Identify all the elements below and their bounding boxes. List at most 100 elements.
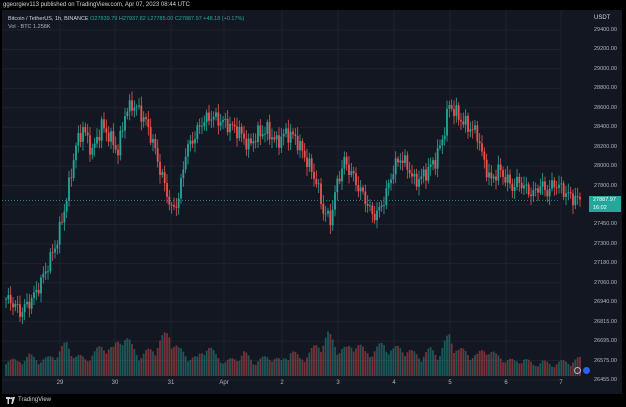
volume-bar xyxy=(156,347,159,376)
volume-bar xyxy=(485,354,488,376)
candle-body xyxy=(201,126,203,128)
volume-bar xyxy=(371,356,374,376)
volume-bar xyxy=(378,343,381,376)
candle-body xyxy=(119,130,122,156)
symbol-label[interactable]: Bitcoin / TetherUS, 1h, BINANCE xyxy=(8,16,89,22)
candle-body xyxy=(450,105,453,109)
candle-body xyxy=(236,126,238,139)
volume-bar xyxy=(254,364,257,376)
candlestick-chart[interactable] xyxy=(2,10,622,394)
candle-body xyxy=(464,115,467,125)
candle-body xyxy=(392,174,395,180)
volume-bar xyxy=(301,359,304,376)
volume-bar xyxy=(399,348,402,376)
volume-bar xyxy=(317,347,320,376)
volume-bar xyxy=(511,358,514,376)
candle-body xyxy=(560,183,563,185)
volume-bar xyxy=(47,356,49,376)
candle-body xyxy=(551,180,553,189)
volume-bar xyxy=(443,340,446,376)
candle-body xyxy=(49,252,52,272)
volume-bar xyxy=(133,348,136,376)
volume-bar xyxy=(173,346,175,376)
candle-body xyxy=(513,186,516,191)
volume-bar xyxy=(63,342,66,376)
candle-body xyxy=(399,160,402,163)
settings-icon[interactable] xyxy=(574,367,581,374)
volume-bar xyxy=(247,355,250,376)
volume-bar xyxy=(308,352,311,376)
volume-bar xyxy=(86,361,89,376)
volume-bar xyxy=(576,357,579,376)
volume-bar xyxy=(527,359,530,376)
candle-body xyxy=(243,133,245,139)
volume-bar xyxy=(275,357,278,376)
candle-body xyxy=(369,205,371,207)
volume-bar xyxy=(408,350,411,376)
volume-bar xyxy=(278,358,280,376)
volume-bar xyxy=(180,348,182,376)
candle-body xyxy=(23,304,26,313)
price-axis[interactable]: USDT 29400.00 29200.00 29000.00 28800.00 286… xyxy=(562,10,622,394)
price-tick: 28400.00 xyxy=(594,124,617,131)
volume-bar xyxy=(56,357,59,376)
volume-bar xyxy=(329,333,332,376)
volume-bar xyxy=(98,346,101,376)
volume-bar xyxy=(366,353,369,376)
volume-bar xyxy=(513,360,516,376)
candle-body xyxy=(145,117,147,120)
candle-body xyxy=(285,128,287,134)
volume-bar xyxy=(23,360,26,376)
candle-body xyxy=(219,122,222,126)
volume-bar xyxy=(166,333,168,376)
candle-body xyxy=(19,304,21,317)
candle-body xyxy=(184,156,187,170)
candle-body xyxy=(376,210,378,221)
volume-label: Vol · BTC 1.258K xyxy=(8,24,51,30)
bar-countdown: 16:02 xyxy=(593,205,607,212)
volume-bar xyxy=(245,352,248,376)
volume-bar xyxy=(548,363,551,376)
volume-bar xyxy=(177,347,180,376)
candle-body xyxy=(474,125,476,130)
candle-body xyxy=(61,221,63,223)
brand-label: TradingView xyxy=(18,397,52,403)
candle-body xyxy=(135,106,138,108)
volume-bar xyxy=(336,354,339,376)
auto-scale-icon[interactable] xyxy=(583,367,590,374)
candle-body xyxy=(495,176,497,181)
candle-body xyxy=(511,183,514,191)
candle-body xyxy=(462,121,465,125)
volume-bar xyxy=(390,350,392,376)
candle-body xyxy=(68,177,70,201)
candle-body xyxy=(338,178,341,182)
volume-bar xyxy=(103,350,105,376)
candle-body xyxy=(191,140,194,144)
candle-body xyxy=(72,160,75,179)
candle-body xyxy=(147,119,150,128)
candle-body xyxy=(425,169,427,181)
volume-bar xyxy=(334,346,336,376)
candle-body xyxy=(26,301,28,305)
volume-bar xyxy=(240,355,243,376)
candle-body xyxy=(322,203,325,214)
volume-bar xyxy=(243,351,245,376)
volume-bar xyxy=(352,351,355,376)
volume-bar xyxy=(222,363,224,376)
candle-body xyxy=(541,181,544,187)
volume-bar xyxy=(434,354,437,376)
volume-bar xyxy=(567,363,570,376)
chart-pane[interactable]: Bitcoin / TetherUS, 1h, BINANCE O27839.7… xyxy=(2,10,622,394)
candle-body xyxy=(427,167,430,181)
volume-bar xyxy=(184,356,187,376)
volume-bar xyxy=(161,335,164,376)
publish-header: ggeorgiev113 published on TradingView.co… xyxy=(3,2,190,8)
candle-body xyxy=(534,188,537,191)
volume-bar xyxy=(82,356,84,376)
candle-body xyxy=(9,295,12,304)
volume-bar xyxy=(96,347,98,376)
volume-bar xyxy=(261,356,264,376)
price-tick: 27180.00 xyxy=(594,260,617,267)
candle-body xyxy=(91,147,94,155)
time-tick: Apr xyxy=(219,380,229,386)
